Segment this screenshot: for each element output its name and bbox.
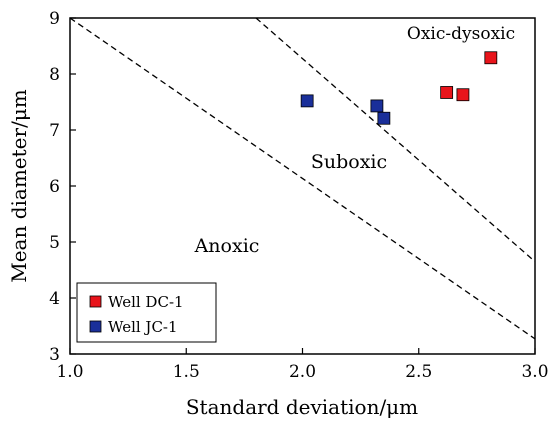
data-point-well-jc-1 <box>370 99 384 113</box>
x-tick-label: 2.5 <box>405 362 432 382</box>
y-tick-label: 5 <box>49 233 60 253</box>
data-point-well-dc-1 <box>440 86 454 99</box>
region-label-anoxic: Anoxic <box>194 235 260 257</box>
y-tick-label: 4 <box>49 289 60 309</box>
x-axis-title: Standard deviation/μm <box>186 395 418 419</box>
data-point-well-dc-1 <box>456 88 470 102</box>
legend: Well DC-1 Well JC-1 <box>76 282 217 343</box>
legend-marker-well-jc-1 <box>89 320 102 333</box>
y-tick-label: 9 <box>49 9 60 29</box>
legend-label-well-dc-1: Well DC-1 <box>108 293 184 311</box>
data-point-well-jc-1 <box>300 94 314 108</box>
legend-label-well-jc-1: Well JC-1 <box>108 318 178 336</box>
boundary-lines <box>69 17 536 340</box>
y-tick-label: 3 <box>49 345 60 365</box>
x-tick-label: 3.0 <box>521 362 548 382</box>
x-tick-label: 1.0 <box>56 362 83 382</box>
data-points <box>300 51 498 125</box>
legend-marker-well-dc-1 <box>89 295 102 308</box>
y-axis-ticks: 3 4 5 6 7 8 9 <box>49 9 76 365</box>
region-label-suboxic: Suboxic <box>311 151 387 173</box>
x-tick-label: 1.5 <box>173 362 200 382</box>
y-tick-label: 8 <box>49 65 60 85</box>
boundary-line <box>69 17 536 340</box>
y-tick-label: 6 <box>49 177 60 197</box>
data-point-well-dc-1 <box>484 51 498 65</box>
y-tick-label: 7 <box>49 121 60 141</box>
y-axis-title: Mean diameter/μm <box>7 89 31 283</box>
x-tick-label: 2.0 <box>289 362 316 382</box>
x-axis-ticks: 1.0 1.5 2.0 2.5 3.0 <box>56 348 549 382</box>
data-point-well-jc-1 <box>377 111 391 125</box>
boundary-line <box>255 17 536 263</box>
region-label-oxic-dysoxic: Oxic-dysoxic <box>407 24 515 44</box>
